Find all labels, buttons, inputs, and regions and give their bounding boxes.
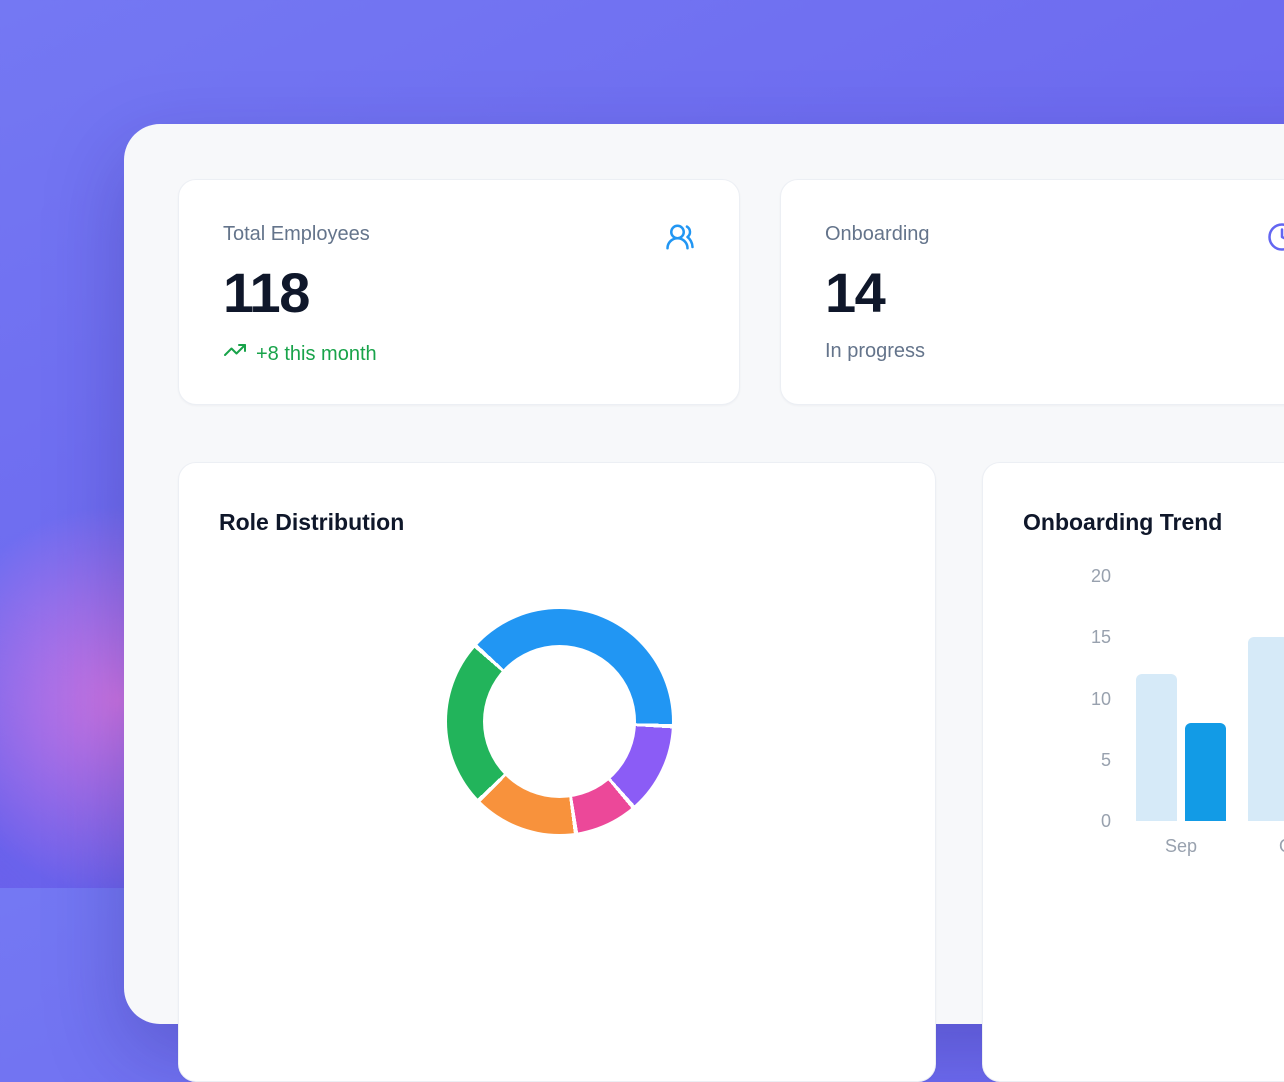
role-distribution-card: Role Distribution: [178, 462, 936, 1082]
stat-delta: +8 this month: [223, 338, 695, 369]
screen: { "background": { "base_color": "#6D6BF0…: [0, 0, 1284, 888]
dark-series-bar[interactable]: [1185, 723, 1226, 821]
y-axis-tick-label: 10: [983, 688, 1111, 710]
onboarding-card: Onboarding 14 In progress: [780, 179, 1284, 405]
dashboard-panel: Total Employees 118 +8 this month Onboar…: [124, 124, 1284, 1024]
users-icon: [665, 222, 695, 252]
stat-label: Onboarding: [825, 222, 1284, 246]
y-axis-tick-label: 0: [983, 810, 1111, 832]
stat-value: 118: [223, 264, 695, 322]
stat-label: Total Employees: [223, 222, 695, 246]
stat-delta-text: In progress: [825, 338, 925, 364]
light-series-bar[interactable]: [1248, 637, 1284, 821]
stat-value: 14: [825, 264, 1284, 322]
stat-delta-text: +8 this month: [256, 341, 377, 367]
x-axis-category-label: Oct: [1248, 835, 1284, 857]
total-employees-card: Total Employees 118 +8 this month: [178, 179, 740, 405]
role-distribution-donut-chart[interactable]: [447, 609, 672, 834]
onboarding-trend-card: Onboarding Trend 05101520SepOct: [982, 462, 1284, 1082]
light-series-bar[interactable]: [1136, 674, 1177, 821]
y-axis-tick-label: 5: [983, 749, 1111, 771]
stat-delta: In progress: [825, 338, 1284, 364]
x-axis-category-label: Sep: [1136, 835, 1226, 857]
chart-title: Role Distribution: [219, 507, 895, 537]
onboarding-trend-bar-chart[interactable]: 0 5 10 15 20 Sep Oct: [983, 463, 1284, 1081]
trending-up-icon: [223, 338, 247, 369]
y-axis-tick-label: 20: [983, 565, 1111, 587]
clock-icon: [1267, 222, 1284, 252]
y-axis-tick-label: 15: [983, 626, 1111, 648]
